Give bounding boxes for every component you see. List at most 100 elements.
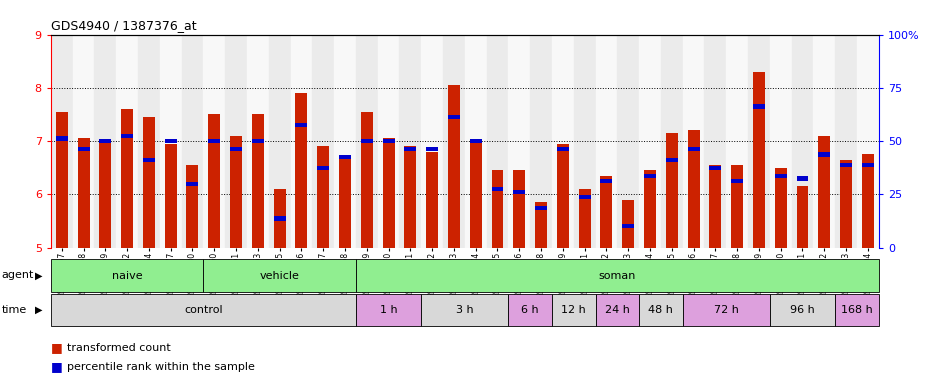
Bar (753, 72, 765, 248)
Bar (448, 115, 460, 119)
Bar (51, 259, 204, 292)
Bar (557, 144, 569, 248)
Bar (356, 294, 421, 326)
Bar (204, 35, 225, 248)
Bar (383, 139, 395, 143)
Bar (530, 35, 552, 248)
Bar (361, 112, 373, 248)
Text: ▶: ▶ (35, 270, 43, 280)
Bar (862, 154, 874, 248)
Bar (639, 294, 683, 326)
Bar (356, 35, 377, 248)
Bar (78, 139, 90, 248)
Bar (252, 114, 264, 248)
Bar (840, 160, 852, 248)
Bar (117, 35, 138, 248)
Bar (274, 189, 286, 248)
Text: vehicle: vehicle (260, 270, 300, 281)
Bar (579, 195, 591, 199)
Bar (509, 294, 552, 326)
Bar (295, 123, 307, 127)
Bar (247, 35, 269, 248)
Bar (56, 136, 68, 141)
Bar (600, 176, 612, 248)
Bar (862, 163, 874, 167)
Bar (600, 179, 612, 183)
Bar (770, 35, 792, 248)
Bar (775, 168, 786, 248)
Bar (660, 35, 683, 248)
Bar (709, 165, 722, 248)
Bar (252, 139, 264, 143)
Bar (404, 146, 416, 248)
Bar (181, 35, 204, 248)
Bar (487, 35, 509, 248)
Text: GDS4940 / 1387376_at: GDS4940 / 1387376_at (51, 19, 196, 32)
Bar (339, 157, 351, 248)
Text: 6 h: 6 h (522, 305, 539, 315)
Bar (574, 35, 596, 248)
Text: time: time (2, 305, 27, 315)
Bar (644, 174, 656, 178)
Bar (138, 35, 160, 248)
Bar (73, 35, 94, 248)
Bar (404, 147, 416, 151)
Bar (748, 35, 770, 248)
Bar (421, 294, 509, 326)
Bar (377, 35, 400, 248)
Bar (491, 170, 503, 248)
Bar (753, 104, 765, 109)
Bar (165, 139, 177, 143)
Bar (51, 35, 73, 248)
Bar (709, 166, 722, 170)
Text: 12 h: 12 h (561, 305, 586, 315)
Bar (819, 152, 831, 157)
Text: 24 h: 24 h (605, 305, 630, 315)
Bar (121, 109, 133, 248)
Bar (731, 165, 743, 248)
Bar (623, 200, 635, 248)
Text: transformed count: transformed count (67, 343, 170, 353)
Bar (313, 35, 334, 248)
Bar (295, 93, 307, 248)
Bar (819, 136, 831, 248)
Bar (513, 170, 525, 248)
Bar (94, 35, 117, 248)
Bar (835, 35, 857, 248)
Bar (617, 35, 639, 248)
Bar (557, 147, 569, 151)
Bar (317, 166, 329, 170)
Bar (383, 139, 395, 248)
Bar (726, 35, 748, 248)
Bar (426, 147, 438, 151)
Bar (426, 152, 438, 248)
Bar (623, 224, 635, 228)
Bar (470, 139, 482, 143)
Bar (513, 190, 525, 194)
Text: naive: naive (112, 270, 142, 281)
Bar (208, 114, 220, 248)
Bar (535, 205, 547, 210)
Bar (792, 35, 813, 248)
Bar (99, 139, 111, 143)
Bar (796, 186, 808, 248)
Bar (470, 141, 482, 248)
Text: ■: ■ (51, 360, 63, 373)
Bar (187, 182, 199, 186)
Bar (269, 35, 290, 248)
Bar (99, 141, 111, 248)
Bar (639, 35, 660, 248)
Bar (143, 117, 154, 248)
Bar (796, 176, 808, 180)
Bar (121, 134, 133, 138)
Bar (683, 35, 705, 248)
Bar (230, 136, 242, 248)
Bar (552, 294, 596, 326)
Bar (813, 35, 835, 248)
Bar (840, 163, 852, 167)
Bar (666, 133, 678, 248)
Bar (317, 146, 329, 248)
Bar (400, 35, 421, 248)
Bar (421, 35, 443, 248)
Bar (705, 35, 726, 248)
